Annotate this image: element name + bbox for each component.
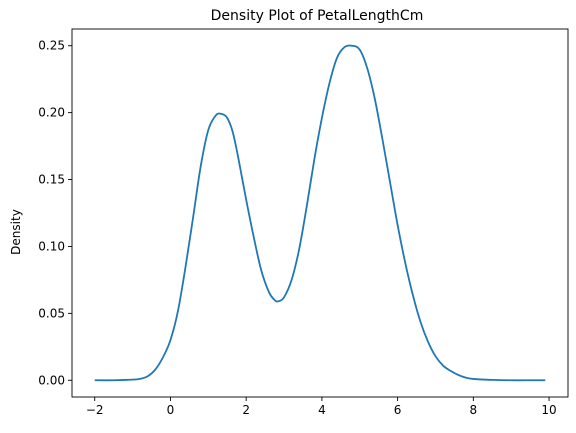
- y-tick-label: 0.25: [38, 39, 65, 53]
- y-tick-label: 0.05: [38, 306, 65, 320]
- chart-title: Density Plot of PetalLengthCm: [211, 8, 424, 24]
- x-tick-label: 0: [167, 403, 175, 417]
- x-tick-label: 10: [541, 403, 556, 417]
- x-tick-label: 2: [242, 403, 250, 417]
- y-tick-label: 0.15: [38, 173, 65, 187]
- x-tick-label: −2: [86, 403, 104, 417]
- y-tick-label: 0.10: [38, 239, 65, 253]
- x-tick-label: 4: [318, 403, 326, 417]
- x-tick-label: 8: [470, 403, 478, 417]
- x-tick-label: 6: [394, 403, 402, 417]
- y-tick-label: 0.20: [38, 106, 65, 120]
- y-tick-label: 0.00: [38, 373, 65, 387]
- y-axis-label: Density: [9, 209, 23, 255]
